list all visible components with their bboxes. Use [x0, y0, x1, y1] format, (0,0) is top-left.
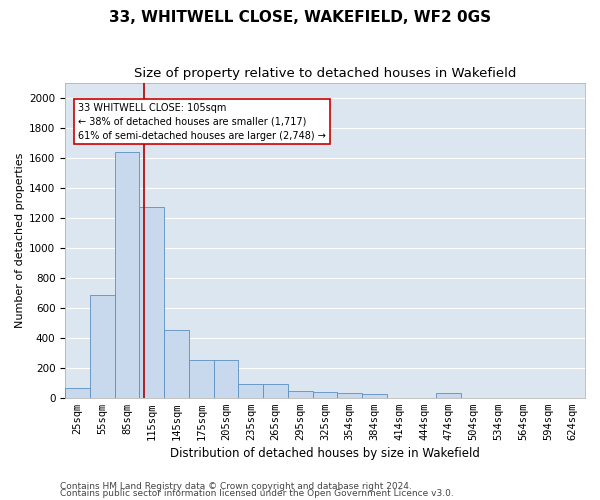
Bar: [90, 295, 115, 398]
Bar: [313, 392, 337, 398]
Text: 33 WHITWELL CLOSE: 105sqm
← 38% of detached houses are smaller (1,717)
61% of se: 33 WHITWELL CLOSE: 105sqm ← 38% of detac…: [78, 102, 326, 141]
Bar: [65, 388, 90, 398]
Y-axis label: Number of detached properties: Number of detached properties: [15, 152, 25, 328]
Text: Contains public sector information licensed under the Open Government Licence v3: Contains public sector information licen…: [60, 489, 454, 498]
Text: 33, WHITWELL CLOSE, WAKEFIELD, WF2 0GS: 33, WHITWELL CLOSE, WAKEFIELD, WF2 0GS: [109, 10, 491, 25]
Bar: [238, 384, 263, 398]
X-axis label: Distribution of detached houses by size in Wakefield: Distribution of detached houses by size …: [170, 447, 480, 460]
Bar: [164, 330, 189, 398]
Bar: [115, 152, 139, 398]
Bar: [189, 360, 214, 398]
Bar: [139, 206, 164, 398]
Title: Size of property relative to detached houses in Wakefield: Size of property relative to detached ho…: [134, 68, 516, 80]
Bar: [214, 360, 238, 398]
Bar: [337, 393, 362, 398]
Bar: [436, 393, 461, 398]
Bar: [288, 391, 313, 398]
Text: Contains HM Land Registry data © Crown copyright and database right 2024.: Contains HM Land Registry data © Crown c…: [60, 482, 412, 491]
Bar: [263, 384, 288, 398]
Bar: [362, 394, 387, 398]
